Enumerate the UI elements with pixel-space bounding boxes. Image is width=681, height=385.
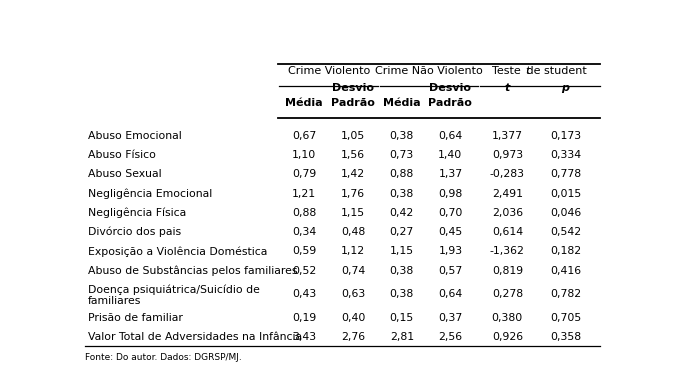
Text: Abuso de Substâncias pelos familiares: Abuso de Substâncias pelos familiares xyxy=(88,266,298,276)
Text: Desvio: Desvio xyxy=(332,83,375,93)
Text: 0,79: 0,79 xyxy=(292,169,316,179)
Text: Padrão: Padrão xyxy=(331,99,375,109)
Text: 0,38: 0,38 xyxy=(390,131,414,141)
Text: 0,67: 0,67 xyxy=(292,131,316,141)
Text: 1,15: 1,15 xyxy=(390,246,414,256)
Text: Exposição a Violência Doméstica: Exposição a Violência Doméstica xyxy=(88,246,267,257)
Text: 0,64: 0,64 xyxy=(438,131,462,141)
Text: 1,56: 1,56 xyxy=(341,150,365,160)
Text: 0,38: 0,38 xyxy=(390,189,414,199)
Text: 0,38: 0,38 xyxy=(390,290,414,300)
Text: 0,778: 0,778 xyxy=(550,169,581,179)
Text: 2,491: 2,491 xyxy=(492,189,523,199)
Text: -1,362: -1,362 xyxy=(490,246,525,256)
Text: 0,380: 0,380 xyxy=(492,313,523,323)
Text: 0,38: 0,38 xyxy=(390,266,414,276)
Text: 0,34: 0,34 xyxy=(292,227,316,237)
Text: familiares: familiares xyxy=(88,296,141,306)
Text: 1,05: 1,05 xyxy=(341,131,366,141)
Text: 3,43: 3,43 xyxy=(292,333,316,343)
Text: 1,42: 1,42 xyxy=(341,169,365,179)
Text: -0,283: -0,283 xyxy=(490,169,525,179)
Text: Negligência Física: Negligência Física xyxy=(88,208,186,218)
Text: 0,42: 0,42 xyxy=(390,208,414,218)
Text: Desvio: Desvio xyxy=(429,83,471,93)
Text: Abuso Físico: Abuso Físico xyxy=(88,150,156,160)
Text: 1,37: 1,37 xyxy=(439,169,462,179)
Text: 0,45: 0,45 xyxy=(438,227,462,237)
Text: 0,43: 0,43 xyxy=(292,290,316,300)
Text: 0,173: 0,173 xyxy=(550,131,581,141)
Text: 1,12: 1,12 xyxy=(341,246,365,256)
Text: Abuso Sexual: Abuso Sexual xyxy=(88,169,161,179)
Text: 0,782: 0,782 xyxy=(550,290,581,300)
Text: p: p xyxy=(561,83,569,93)
Text: 2,81: 2,81 xyxy=(390,333,414,343)
Text: 1,93: 1,93 xyxy=(439,246,462,256)
Text: Média: Média xyxy=(383,99,421,109)
Text: 0,98: 0,98 xyxy=(438,189,462,199)
Text: 0,73: 0,73 xyxy=(390,150,414,160)
Text: 0,64: 0,64 xyxy=(438,290,462,300)
Text: 0,40: 0,40 xyxy=(341,313,366,323)
Text: 0,416: 0,416 xyxy=(550,266,581,276)
Text: t: t xyxy=(526,66,530,76)
Text: 0,614: 0,614 xyxy=(492,227,523,237)
Text: 2,56: 2,56 xyxy=(439,333,462,343)
Text: 2,76: 2,76 xyxy=(341,333,365,343)
Text: 0,63: 0,63 xyxy=(341,290,366,300)
Text: 0,278: 0,278 xyxy=(492,290,523,300)
Text: 0,926: 0,926 xyxy=(492,333,523,343)
Text: Negligência Emocional: Negligência Emocional xyxy=(88,188,212,199)
Text: Crime Não Violento: Crime Não Violento xyxy=(375,66,483,76)
Text: 0,48: 0,48 xyxy=(341,227,366,237)
Text: 0,57: 0,57 xyxy=(438,266,462,276)
Text: Padrão: Padrão xyxy=(428,99,473,109)
Text: Teste  ​​​​​de student: Teste ​​​​​de student xyxy=(492,66,587,76)
Text: 1,377: 1,377 xyxy=(492,131,523,141)
Text: Abuso Emocional: Abuso Emocional xyxy=(88,131,182,141)
Text: 0,52: 0,52 xyxy=(292,266,316,276)
Text: 0,59: 0,59 xyxy=(292,246,316,256)
Text: Divórcio dos pais: Divórcio dos pais xyxy=(88,227,181,238)
Text: 0,70: 0,70 xyxy=(438,208,462,218)
Text: 0,74: 0,74 xyxy=(341,266,366,276)
Text: Média: Média xyxy=(285,99,323,109)
Text: 0,046: 0,046 xyxy=(550,208,581,218)
Text: 1,76: 1,76 xyxy=(341,189,365,199)
Text: 0,334: 0,334 xyxy=(550,150,581,160)
Text: Crime Violento: Crime Violento xyxy=(287,66,370,76)
Text: 0,973: 0,973 xyxy=(492,150,523,160)
Text: 0,88: 0,88 xyxy=(390,169,414,179)
Text: 0,705: 0,705 xyxy=(550,313,581,323)
Text: 1,15: 1,15 xyxy=(341,208,365,218)
Text: 0,19: 0,19 xyxy=(292,313,316,323)
Text: Doença psiquiátrica/Suicídio de: Doença psiquiátrica/Suicídio de xyxy=(88,285,259,295)
Text: Fonte: Do autor. Dados: DGRSP/MJ.: Fonte: Do autor. Dados: DGRSP/MJ. xyxy=(85,353,242,362)
Text: 0,15: 0,15 xyxy=(390,313,414,323)
Text: 0,358: 0,358 xyxy=(550,333,581,343)
Text: 2,036: 2,036 xyxy=(492,208,523,218)
Text: 0,819: 0,819 xyxy=(492,266,523,276)
Text: 1,21: 1,21 xyxy=(292,189,316,199)
Text: 0,542: 0,542 xyxy=(550,227,581,237)
Text: 1,40: 1,40 xyxy=(438,150,462,160)
Text: Prisão de familiar: Prisão de familiar xyxy=(88,313,183,323)
Text: Valor Total de Adversidades na Infância: Valor Total de Adversidades na Infância xyxy=(88,333,302,343)
Text: 0,88: 0,88 xyxy=(292,208,316,218)
Text: 0,015: 0,015 xyxy=(550,189,581,199)
Text: 0,37: 0,37 xyxy=(438,313,462,323)
Text: t: t xyxy=(505,83,510,93)
Text: 1,10: 1,10 xyxy=(292,150,316,160)
Text: 0,182: 0,182 xyxy=(550,246,581,256)
Text: 0,27: 0,27 xyxy=(390,227,414,237)
